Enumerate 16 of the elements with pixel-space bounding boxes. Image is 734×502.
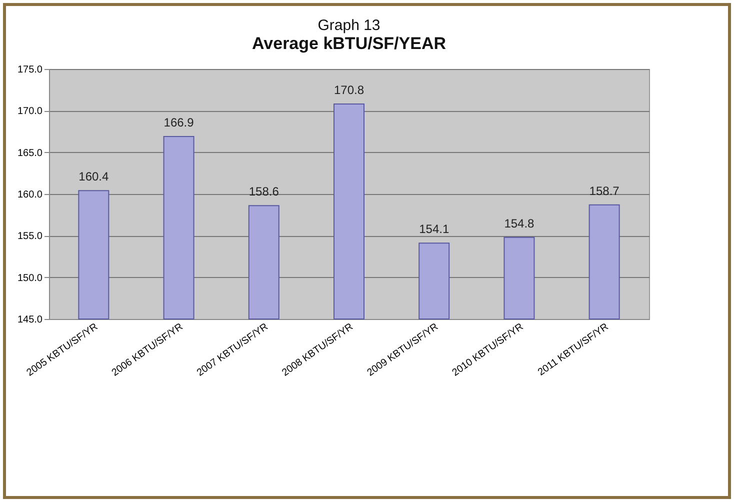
- chart-title: Graph 13: [318, 17, 380, 34]
- data-label: 166.9: [164, 116, 194, 130]
- y-tick-label: 155.0: [17, 231, 43, 242]
- y-tick-label: 160.0: [17, 190, 43, 200]
- data-label: 160.4: [78, 170, 110, 184]
- y-tick-label: 175.0: [17, 64, 43, 76]
- chart-subtitle: Average kBTU/SF/YEAR: [252, 34, 446, 53]
- y-tick-label: 165.0: [17, 148, 43, 159]
- data-label: 170.8: [334, 83, 364, 97]
- y-tick-label: 145.0: [17, 314, 43, 326]
- data-label: 158.6: [248, 184, 280, 199]
- data-label: 158.7: [589, 184, 620, 198]
- y-tick-label: 150.0: [17, 272, 43, 284]
- data-label: 154.8: [504, 216, 535, 230]
- data-label: 154.1: [419, 222, 450, 236]
- y-tick-label: 170.0: [17, 106, 43, 118]
